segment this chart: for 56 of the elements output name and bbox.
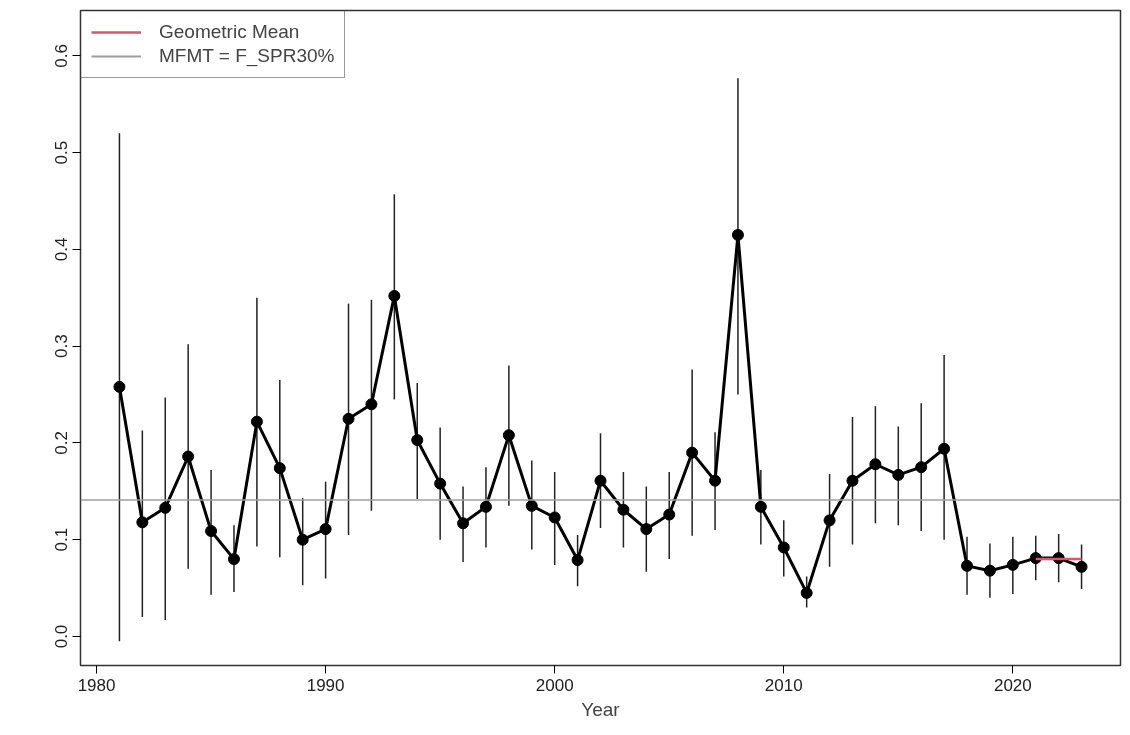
- point: [296, 533, 309, 546]
- point: [594, 474, 607, 487]
- point: [434, 477, 447, 490]
- point: [961, 559, 974, 572]
- point: [411, 434, 424, 447]
- y-tick-label: 0.1: [52, 527, 72, 552]
- y-tick-label: 0.0: [52, 624, 72, 649]
- point: [1075, 560, 1088, 573]
- point: [319, 523, 332, 536]
- point: [250, 415, 263, 428]
- point: [663, 508, 676, 521]
- point: [182, 450, 195, 463]
- y-tick-label: 0.3: [52, 334, 72, 359]
- y-tick-label: 0.6: [52, 44, 72, 68]
- point: [525, 499, 538, 512]
- point: [640, 523, 653, 536]
- point: [754, 500, 767, 513]
- point: [273, 462, 286, 475]
- point: [938, 442, 951, 455]
- point: [548, 511, 561, 524]
- legend-label: Geometric Mean: [159, 21, 300, 43]
- point: [571, 554, 584, 567]
- point: [800, 586, 813, 599]
- point: [342, 412, 355, 425]
- point: [479, 500, 492, 513]
- point: [502, 429, 515, 442]
- point: [457, 517, 470, 530]
- point: [388, 289, 401, 302]
- point: [869, 458, 882, 471]
- point: [227, 553, 240, 566]
- x-axis-title: Year: [581, 698, 621, 720]
- x-tick-label: 2010: [764, 675, 803, 695]
- x-tick-label: 2000: [535, 675, 574, 695]
- point: [1006, 558, 1019, 571]
- point: [113, 380, 126, 393]
- x-tick-label: 1990: [306, 675, 345, 695]
- point: [915, 461, 928, 474]
- point: [617, 503, 630, 516]
- point: [686, 446, 699, 459]
- y-tick-label: 0.2: [52, 431, 72, 455]
- point: [159, 501, 172, 514]
- y-tick-label: 0.5: [52, 140, 72, 165]
- x-tick-label: 2020: [993, 675, 1032, 695]
- point: [777, 541, 790, 554]
- point: [846, 474, 859, 487]
- point: [983, 564, 996, 577]
- point: [136, 516, 149, 529]
- point: [709, 474, 722, 487]
- point: [823, 514, 836, 527]
- point: [365, 398, 378, 411]
- point: [731, 228, 744, 241]
- point: [892, 468, 905, 481]
- legend-label: MFMT = F_SPR30%: [159, 45, 335, 67]
- x-tick-label: 1980: [77, 675, 116, 695]
- y-tick-label: 0.4: [52, 237, 72, 262]
- point: [205, 525, 218, 538]
